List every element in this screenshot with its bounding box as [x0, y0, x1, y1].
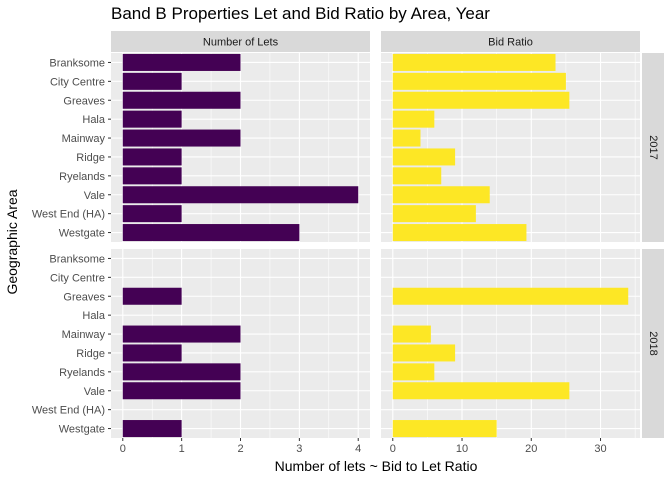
facet-strip-1: [381, 31, 640, 52]
y-tick-label: Greaves: [63, 291, 105, 303]
y-tick-label: Greaves: [63, 95, 105, 107]
row-strip-0: [642, 53, 664, 242]
panel-background: [381, 249, 640, 438]
y-tick-label: Hala: [82, 114, 106, 126]
row-strip-label: 2017: [647, 135, 659, 159]
bar: [122, 91, 241, 109]
bar: [392, 205, 476, 223]
x-tick-label: 2: [237, 443, 243, 455]
y-axis-title: Geographic Area: [4, 189, 20, 294]
bar: [122, 420, 182, 438]
bar: [122, 363, 241, 381]
facet-strip-0: [111, 31, 370, 52]
x-axis-title: Number of lets ~ Bid to Let Ratio: [275, 458, 478, 474]
bar: [392, 382, 570, 400]
y-tick-label: Ridge: [76, 348, 105, 360]
x-tick-label: 0: [390, 443, 396, 455]
bar: [392, 91, 570, 109]
bar: [392, 344, 456, 362]
bar: [392, 420, 497, 438]
y-tick-label: Vale: [84, 190, 105, 202]
chart-title: Band B Properties Let and Bid Ratio by A…: [111, 4, 490, 23]
bar: [122, 224, 300, 242]
bar: [392, 186, 490, 204]
bar: [122, 110, 182, 128]
x-tick-label: 30: [594, 443, 606, 455]
x-tick-label: 10: [456, 443, 468, 455]
bar: [392, 129, 421, 147]
row-strip-label: 2018: [647, 331, 659, 355]
x-tick-label: 0: [120, 443, 126, 455]
facet-strip-label: Number of Lets: [203, 37, 279, 49]
bar: [122, 382, 241, 400]
x-tick-label: 20: [525, 443, 537, 455]
bar: [122, 53, 241, 71]
y-tick-label: Ryelands: [59, 367, 105, 379]
bar: [392, 287, 629, 305]
bar: [122, 129, 241, 147]
bar: [122, 72, 182, 90]
bar: [122, 325, 241, 343]
facet-strip-label: Bid Ratio: [488, 37, 533, 49]
y-tick-label: West End (HA): [32, 209, 105, 221]
bar: [122, 148, 182, 166]
y-tick-label: Vale: [84, 386, 105, 398]
bar: [392, 53, 556, 71]
x-tick-label: 1: [179, 443, 185, 455]
y-tick-label: Ryelands: [59, 171, 105, 183]
bar: [122, 167, 182, 185]
y-tick-label: Westgate: [59, 228, 105, 240]
bar: [392, 148, 456, 166]
y-tick-label: Hala: [82, 310, 106, 322]
bar: [122, 205, 182, 223]
bar: [122, 287, 182, 305]
row-strip-1: [642, 249, 664, 438]
bar: [392, 167, 442, 185]
bar: [122, 344, 182, 362]
y-tick-label: West End (HA): [32, 405, 105, 417]
y-tick-label: City Centre: [50, 76, 105, 88]
plot-area: Number of Lets Bid Ratio 2017 2018 Branksome…: [32, 31, 664, 455]
y-tick-label: Ridge: [76, 152, 105, 164]
bar: [392, 72, 566, 90]
y-tick-label: Westgate: [59, 424, 105, 436]
y-tick-label: Mainway: [62, 329, 106, 341]
x-tick-label: 3: [296, 443, 302, 455]
x-tick-label: 4: [355, 443, 361, 455]
y-tick-label: City Centre: [50, 272, 105, 284]
y-tick-label: Branksome: [49, 57, 105, 69]
bar: [122, 186, 359, 204]
bar: [392, 363, 435, 381]
y-tick-label: Branksome: [49, 253, 105, 265]
bar: [392, 325, 431, 343]
bar: [392, 110, 435, 128]
bar: [392, 224, 527, 242]
y-tick-label: Mainway: [62, 133, 106, 145]
